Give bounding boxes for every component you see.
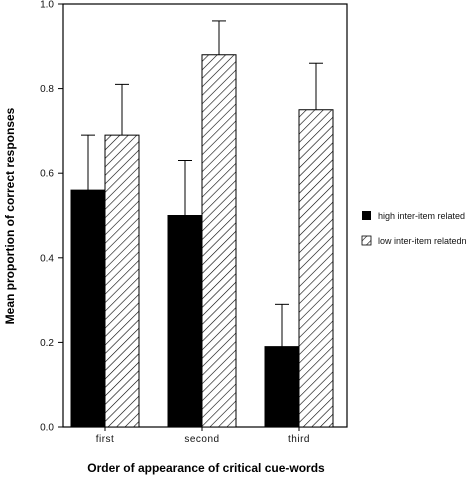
y-tick-label: 0.8: [40, 84, 54, 95]
y-tick-label: 0.6: [40, 169, 54, 180]
legend-label-low: low inter-item relatedn: [378, 236, 467, 246]
bars: [70, 20, 334, 428]
y-axis-title: Mean proportion of correct responses: [3, 107, 17, 324]
bar-high-second: [167, 215, 203, 428]
bar-low-third: [298, 109, 334, 428]
x-axis-category-labels: first second third: [96, 427, 310, 445]
legend-swatch-low: [361, 235, 372, 246]
y-axis-ticks: 0.0 0.2 0.4 0.6 0.8 1.0: [40, 0, 63, 434]
legend: high inter-item related low inter-item r…: [361, 211, 467, 246]
legend-label-high: high inter-item related: [378, 211, 465, 221]
bar-high-third: [264, 346, 300, 428]
bar-high-first: [70, 189, 106, 428]
y-tick-label: 0.2: [40, 338, 54, 349]
x-category-label-second: second: [184, 434, 219, 445]
y-tick-label: 0.4: [40, 253, 54, 264]
x-axis-title: Order of appearance of critical cue-word…: [87, 461, 325, 475]
x-category-label-first: first: [96, 434, 115, 445]
bar-low-first: [104, 134, 140, 428]
legend-swatch-high: [362, 211, 371, 220]
bar-low-second: [201, 54, 237, 428]
y-tick-label: 0.0: [40, 423, 54, 434]
x-category-label-third: third: [288, 434, 310, 445]
y-tick-label: 1.0: [40, 0, 54, 11]
